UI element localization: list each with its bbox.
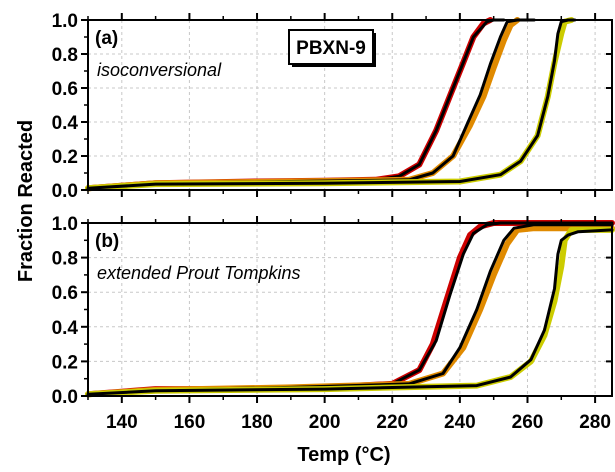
x-tick-label: 260: [512, 412, 544, 433]
plot-frame: [87, 222, 613, 397]
y-tick-label: 0.8: [52, 249, 78, 270]
x-tick-label: 180: [241, 412, 273, 433]
panel-subtitle: isoconversional: [97, 60, 222, 80]
y-tick-label: 0.2: [52, 352, 78, 373]
x-tick-label: 240: [444, 412, 476, 433]
panel-subtitle: extended Prout Tompkins: [97, 263, 300, 283]
y-tick-label: 0.0: [52, 387, 78, 408]
label-box: [288, 29, 374, 65]
x-tick-label: 280: [579, 412, 611, 433]
y-tick-label: 0.2: [52, 147, 78, 168]
panel-letter: (a): [95, 28, 118, 49]
series-line: [86, 18, 577, 190]
series-line: [86, 223, 614, 396]
y-tick-label: 0.4: [52, 318, 79, 339]
series-line: [85, 226, 615, 398]
panel-letter: (b): [95, 231, 119, 252]
y-tick-label: 0.6: [52, 79, 78, 100]
x-tick-label: 220: [376, 412, 408, 433]
x-tick-label: 200: [309, 412, 341, 433]
y-axis-title: Fraction Reacted: [15, 120, 37, 282]
x-tick-label: 160: [174, 412, 206, 433]
label-box-text: PBXN-9: [296, 38, 366, 59]
y-tick-label: 0.0: [52, 181, 78, 202]
y-tick-label: 0.6: [52, 283, 78, 304]
series-line: [85, 225, 615, 398]
y-tick-label: 1.0: [52, 214, 78, 235]
series-line: [86, 221, 614, 396]
x-axis-title: Temp (°C): [297, 444, 390, 466]
series-line: [85, 220, 615, 398]
y-tick-label: 0.8: [52, 45, 78, 66]
y-tick-label: 1.0: [52, 11, 78, 32]
y-tick-label: 0.4: [52, 113, 79, 134]
x-tick-label: 140: [106, 412, 138, 433]
series-line: [86, 228, 614, 396]
